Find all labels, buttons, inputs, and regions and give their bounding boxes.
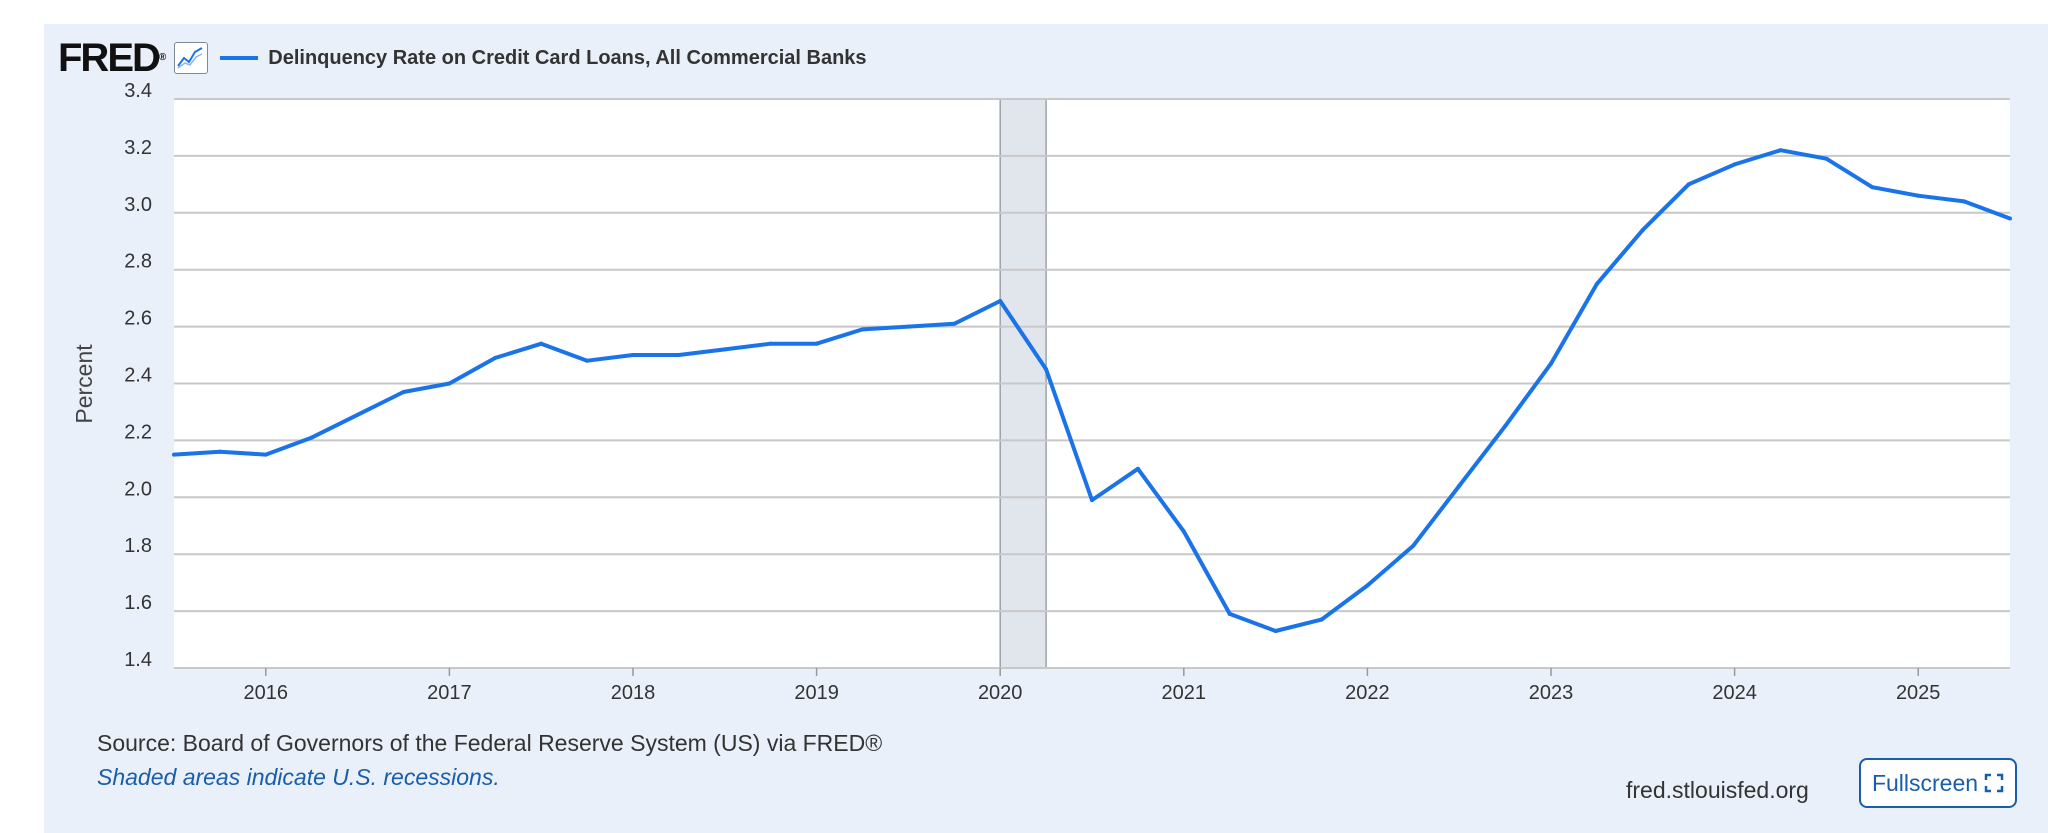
- data-point[interactable]: [676, 353, 681, 358]
- y-tick-label: 1.4: [124, 649, 152, 671]
- y-tick-label: 2.4: [124, 365, 152, 387]
- data-point[interactable]: [1411, 543, 1416, 548]
- x-tick-label: 2016: [244, 682, 289, 704]
- data-point[interactable]: [814, 341, 819, 346]
- x-tick-label: 2021: [1162, 682, 1207, 704]
- data-point[interactable]: [906, 324, 911, 329]
- fullscreen-button[interactable]: Fullscreen: [1859, 758, 2017, 808]
- y-tick-label: 2.8: [124, 251, 152, 273]
- y-tick-label: 3.2: [124, 137, 152, 159]
- data-point[interactable]: [998, 298, 1003, 303]
- data-point[interactable]: [1870, 185, 1875, 190]
- y-tick-label: 2.6: [124, 308, 152, 330]
- data-point[interactable]: [355, 412, 360, 417]
- x-tick-label: 2024: [1712, 682, 1757, 704]
- y-tick-label: 3.0: [124, 194, 152, 216]
- data-point[interactable]: [1594, 281, 1599, 286]
- data-point[interactable]: [2008, 216, 2012, 221]
- recession-note[interactable]: Shaded areas indicate U.S. recessions.: [97, 764, 500, 790]
- data-point[interactable]: [401, 390, 406, 395]
- y-tick-label: 1.6: [124, 592, 152, 614]
- data-point[interactable]: [631, 353, 635, 358]
- y-tick-label: 3.4: [124, 80, 152, 102]
- data-point[interactable]: [1135, 466, 1140, 471]
- y-tick-label: 1.8: [124, 535, 152, 557]
- x-tick-label: 2025: [1896, 682, 1941, 704]
- data-point[interactable]: [1044, 367, 1049, 372]
- series-layer: [172, 148, 2012, 634]
- gridlines: [174, 98, 2010, 669]
- x-axis-ticks: 2016 2017 2018 2019 2020 2021 2022 2023 2024 2025: [244, 668, 1941, 704]
- data-point[interactable]: [1778, 148, 1783, 153]
- x-tick-label: 2023: [1529, 682, 1574, 704]
- data-point[interactable]: [1732, 162, 1737, 167]
- data-point[interactable]: [1227, 611, 1232, 616]
- data-point[interactable]: [447, 381, 452, 386]
- data-point[interactable]: [860, 327, 865, 332]
- data-point[interactable]: [539, 341, 544, 346]
- x-tick-label: 2019: [794, 682, 839, 704]
- fullscreen-label: Fullscreen: [1871, 769, 1979, 796]
- legend-swatch: [220, 56, 259, 60]
- site-url[interactable]: fred.stlouisfed.org: [1626, 777, 1809, 803]
- expand-icon: [1984, 773, 2004, 793]
- x-tick-label: 2022: [1345, 682, 1390, 704]
- y-tick-label: 2.2: [124, 421, 152, 443]
- data-point[interactable]: [1640, 227, 1645, 232]
- data-point[interactable]: [1503, 424, 1508, 429]
- data-point[interactable]: [1916, 193, 1921, 198]
- x-tick-label: 2017: [427, 682, 472, 704]
- data-point[interactable]: [1686, 182, 1691, 187]
- data-point[interactable]: [493, 355, 498, 360]
- data-point[interactable]: [1273, 629, 1278, 634]
- x-tick-label: 2020: [978, 682, 1023, 704]
- data-point[interactable]: [1090, 498, 1094, 503]
- source-text: Source: Board of Governors of the Federa…: [97, 730, 883, 756]
- fred-logo[interactable]: FRED®: [58, 36, 167, 80]
- data-point[interactable]: [722, 347, 727, 352]
- chart-header: FRED® Delinquency Rate on Credit Card Lo…: [58, 38, 867, 78]
- data-point[interactable]: [1319, 617, 1324, 622]
- line-graph-icon: [174, 42, 209, 74]
- data-point[interactable]: [1181, 529, 1186, 534]
- y-tick-label: 2.0: [124, 478, 152, 500]
- data-point[interactable]: [263, 452, 268, 457]
- legend-series-label: Delinquency Rate on Credit Card Loans, A…: [268, 46, 867, 69]
- data-point[interactable]: [1457, 483, 1462, 488]
- data-point[interactable]: [1824, 156, 1829, 161]
- data-point[interactable]: [768, 341, 773, 346]
- data-point[interactable]: [1962, 199, 1967, 204]
- data-point[interactable]: [1549, 361, 1553, 366]
- data-point[interactable]: [585, 358, 590, 363]
- data-point[interactable]: [217, 449, 222, 454]
- x-tick-label: 2018: [611, 682, 656, 704]
- data-point[interactable]: [309, 435, 314, 440]
- y-axis-label: Percent: [71, 344, 97, 424]
- data-point[interactable]: [172, 452, 176, 457]
- data-point[interactable]: [952, 321, 957, 326]
- data-point[interactable]: [1365, 583, 1370, 588]
- y-axis-ticks: 1.4 1.6 1.8 2.0 2.2 2.4 2.6 2.8 3.0 3.2 3.4: [124, 80, 152, 671]
